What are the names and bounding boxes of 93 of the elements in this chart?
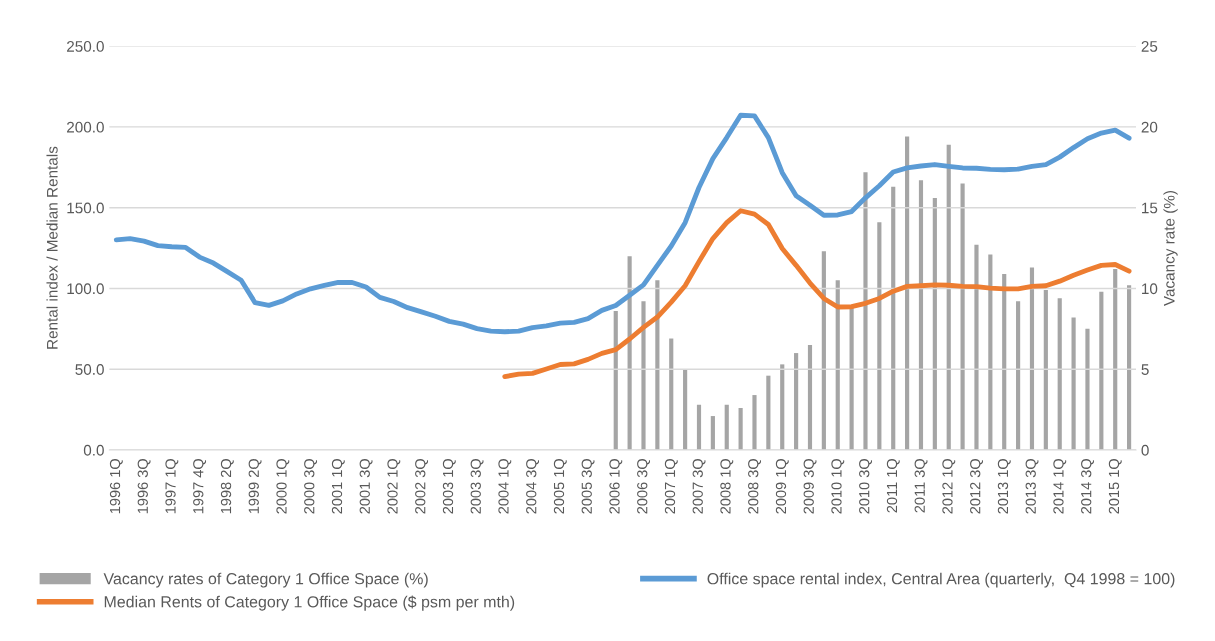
bar: [655, 280, 660, 450]
x-tick-label: 1997 4Q: [193, 459, 207, 514]
bar: [932, 197, 937, 450]
line-series: [502, 208, 1132, 380]
x-tick-label: 1997 1Q: [165, 459, 179, 514]
bar: [641, 301, 646, 450]
bar: [821, 251, 826, 450]
bar: [710, 416, 715, 450]
bar: [1071, 317, 1076, 450]
x-tick-label: 2012 1Q: [942, 459, 956, 514]
y2-tick-label: 25: [1141, 41, 1158, 52]
legend-label: Median Rents of Category 1 Office Space ($ psm per mth): [104, 595, 515, 611]
x-tick-label: 2007 3Q: [692, 459, 706, 514]
y2-tick-label: 10: [1142, 283, 1158, 295]
bar: [918, 180, 924, 450]
x-tick-label: 2007 1Q: [664, 459, 678, 514]
bar: [988, 254, 993, 450]
x-tick-label: 2005 1Q: [553, 459, 567, 514]
bar: [794, 353, 799, 450]
x-tick-label: 2013 1Q: [997, 459, 1011, 514]
y2-tick-label: 0: [1141, 444, 1149, 456]
x-tick-label: 2004 1Q: [498, 459, 512, 514]
x-tick-label: 2001 1Q: [331, 459, 345, 514]
bar: [669, 338, 674, 450]
x-tick-label: 2003 1Q: [442, 459, 456, 514]
x-tick-label: 2013 3Q: [1025, 459, 1039, 514]
x-tick-label: 1998 2Q: [220, 459, 234, 514]
bar: [891, 186, 896, 450]
x-tick-label: 2011 1Q: [886, 459, 900, 513]
x-tick-label: 2008 1Q: [720, 459, 734, 514]
x-tick-label: 2003 3Q: [470, 459, 484, 514]
x-tick-label: 2006 1Q: [609, 459, 623, 514]
x-tick-label: 1996 1Q: [109, 459, 123, 514]
bar: [1057, 298, 1062, 450]
x-tick-label: 2000 3Q: [304, 459, 318, 514]
y2-tick-label: 5: [1141, 364, 1149, 375]
x-tick-label: 2002 3Q: [415, 459, 429, 514]
x-tick-label: 2001 3Q: [359, 459, 373, 514]
bar: [780, 364, 785, 450]
x-tick-label: 2014 1Q: [1053, 459, 1067, 514]
x-tick-label: 1999 2Q: [248, 459, 262, 514]
bar: [724, 404, 729, 450]
x-tick-label: 2008 3Q: [748, 459, 762, 514]
bar: [683, 369, 688, 450]
bar: [752, 395, 757, 450]
x-tick-label: 2005 3Q: [581, 459, 595, 514]
bar: [1029, 267, 1035, 450]
bar: [1113, 269, 1118, 450]
y-tick-label: 100.0: [67, 283, 104, 295]
bar: [863, 172, 868, 450]
bar: [1085, 328, 1090, 450]
x-tick-label: 2009 3Q: [803, 459, 817, 514]
bar: [696, 404, 702, 450]
x-tick-label: 2006 3Q: [637, 459, 651, 514]
bar: [877, 222, 882, 450]
bar: [766, 375, 771, 450]
bar: [738, 407, 743, 450]
x-tick-label: 2002 1Q: [387, 459, 401, 514]
y2-tick-label: 15: [1142, 202, 1158, 214]
y-axis-title: Rental index / Median Rentals: [46, 146, 58, 349]
x-tick-label: 2000 1Q: [276, 459, 290, 514]
x-tick-label: 2004 3Q: [526, 459, 540, 514]
x-tick-label: 1996 3Q: [137, 459, 151, 514]
x-tick-label: 2011 3Q: [914, 459, 928, 513]
x-tick-label: 2015 1Q: [1108, 459, 1122, 514]
bar: [960, 183, 965, 450]
bar: [807, 344, 813, 450]
bar: [905, 136, 910, 450]
x-tick-label: 2012 3Q: [970, 459, 983, 514]
y2-tick-label: 20: [1141, 121, 1158, 133]
legend-label: Vacancy rates of Category 1 Office Space (%): [103, 572, 428, 588]
y-tick-label: 200.0: [67, 121, 104, 133]
bar: [849, 306, 854, 450]
bar: [974, 244, 979, 450]
bar: [946, 144, 951, 450]
x-tick-label: 2014 3Q: [1081, 459, 1094, 514]
bar: [1016, 301, 1021, 450]
y2-axis-title: Vacancy rate (%): [1163, 190, 1178, 307]
bar: [1099, 291, 1104, 450]
x-tick-label: 2010 3Q: [859, 459, 873, 514]
bar: [1043, 290, 1048, 450]
bar: [613, 311, 618, 450]
legend-label: Office space rental index, Central Area (quarterly, Q4 1998 = 100): [707, 572, 1175, 588]
bar: [835, 280, 840, 450]
x-tick-label: 2009 1Q: [775, 459, 789, 514]
line-series: [113, 112, 1132, 335]
bar: [1127, 285, 1132, 450]
x-tick-label: 2010 1Q: [831, 459, 845, 514]
y-tick-label: 50.0: [75, 364, 104, 375]
y-tick-label: 250.0: [67, 41, 104, 52]
bar: [1002, 273, 1007, 450]
y-tick-label: 150.0: [67, 202, 104, 214]
y-tick-label: 0.0: [83, 444, 104, 456]
